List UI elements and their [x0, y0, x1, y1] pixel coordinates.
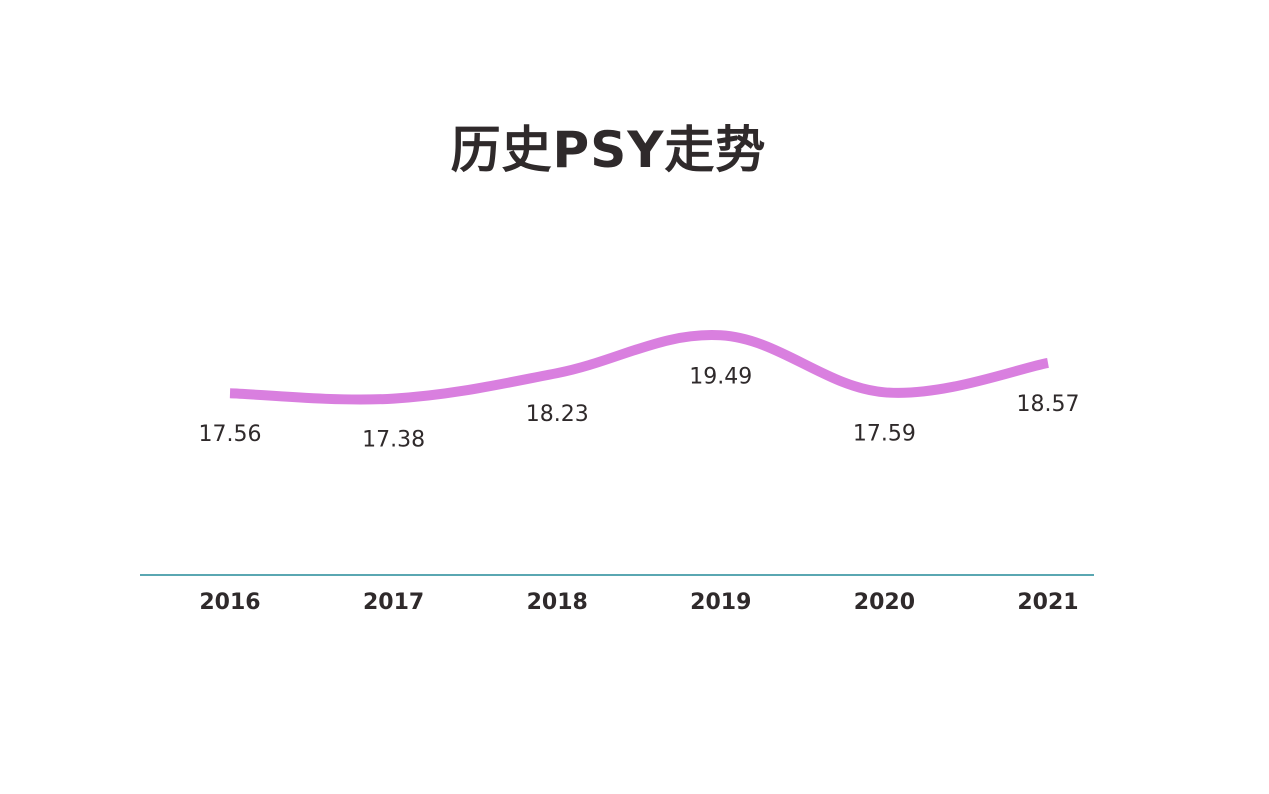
data-label: 19.49	[689, 364, 752, 389]
data-label: 17.56	[199, 422, 262, 447]
x-axis-ticks: 2016 2017 2018 2019 2020 2021	[199, 590, 1078, 615]
data-label: 17.38	[362, 428, 425, 453]
x-tick-label: 2016	[199, 590, 260, 615]
chart-title: 历史PSY走势	[450, 121, 767, 179]
data-label: 17.59	[853, 421, 916, 446]
x-tick-label: 2021	[1017, 590, 1078, 615]
data-label: 18.23	[526, 402, 589, 427]
x-tick-label: 2017	[363, 590, 424, 615]
x-tick-label: 2020	[854, 590, 915, 615]
data-label: 18.57	[1017, 392, 1080, 417]
series-line	[229, 330, 1049, 405]
data-labels: 17.56 17.38 18.23 19.49 17.59 18.57	[199, 364, 1080, 452]
x-tick-label: 2018	[527, 590, 588, 615]
x-tick-label: 2019	[690, 590, 751, 615]
